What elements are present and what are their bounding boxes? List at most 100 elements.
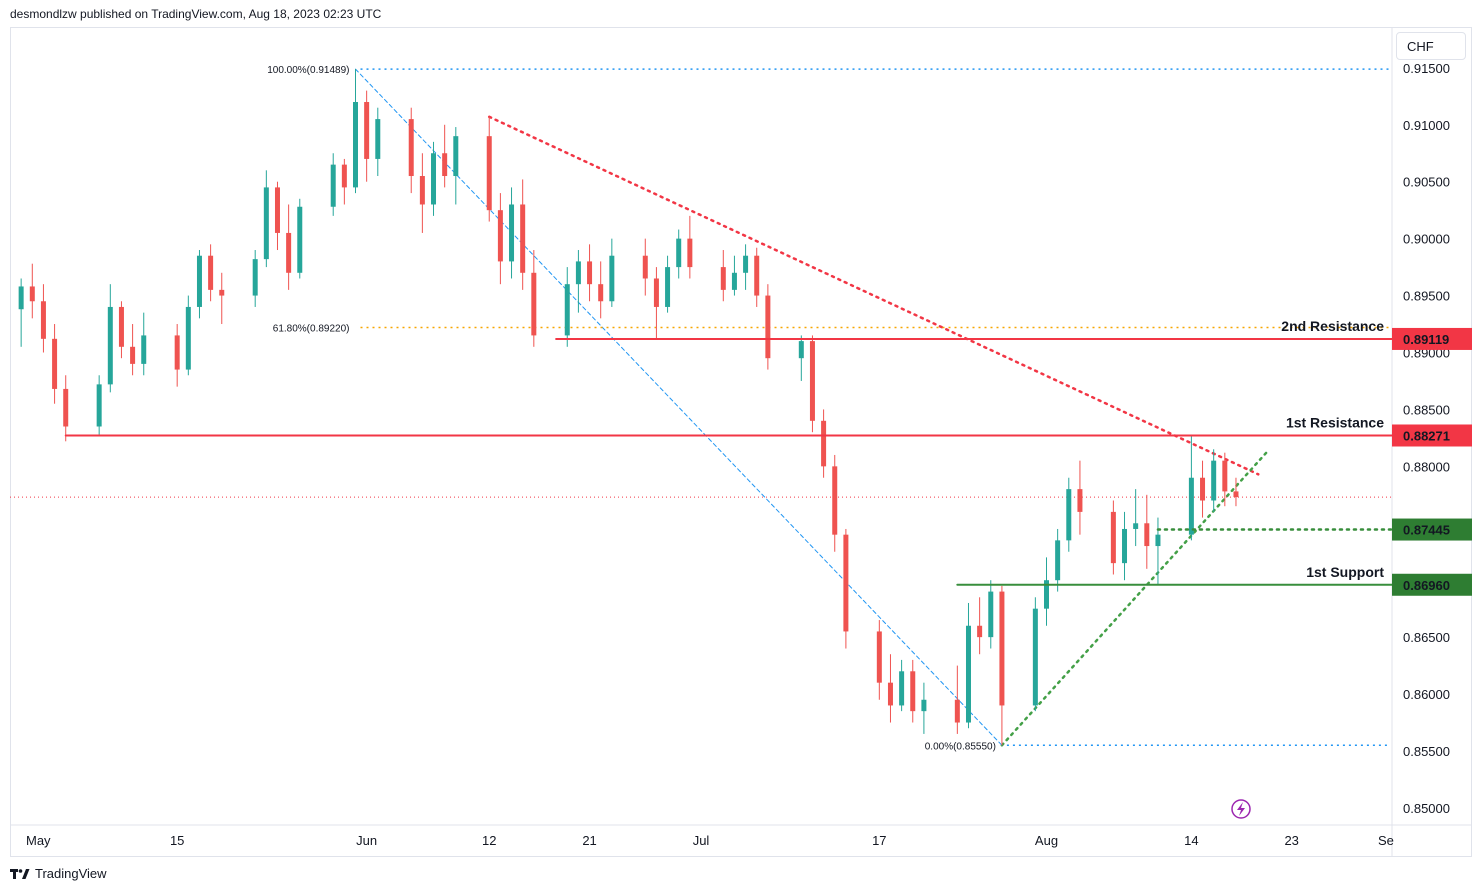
candle-body — [18, 286, 24, 310]
candle-body — [653, 278, 659, 307]
candle — [1077, 460, 1083, 535]
candle — [687, 215, 693, 279]
price-tag-label: 0.87445 — [1403, 523, 1450, 538]
candle-body — [832, 466, 838, 535]
candle-body — [910, 671, 916, 712]
candle-body — [531, 272, 537, 336]
candle — [1188, 435, 1194, 541]
candle-body — [419, 176, 425, 205]
candle-body — [977, 625, 983, 638]
resistance-trendline — [487, 115, 1260, 476]
candle-body — [1032, 608, 1038, 706]
candle-body — [642, 255, 648, 279]
candle — [96, 375, 102, 435]
candle-body — [286, 232, 292, 273]
x-tick-label: May — [26, 833, 51, 848]
candle-body — [453, 136, 459, 177]
candle-body — [219, 289, 225, 296]
candle-body — [1222, 460, 1228, 492]
candle-body — [887, 682, 893, 706]
y-tick-label: 0.85000 — [1403, 801, 1450, 816]
candle — [743, 244, 749, 290]
candle-body — [921, 699, 927, 712]
candle-body — [999, 591, 1005, 706]
x-tick-label: 17 — [872, 833, 886, 848]
candle-body — [876, 631, 882, 683]
candle-body — [754, 255, 760, 296]
candle — [252, 250, 258, 307]
candle — [609, 238, 615, 307]
candle-body — [598, 284, 604, 302]
y-tick-label: 0.90000 — [1403, 232, 1450, 247]
y-tick-label: 0.91500 — [1403, 61, 1450, 76]
candle — [118, 301, 124, 359]
candle — [1144, 494, 1150, 569]
candle-body — [1211, 460, 1217, 501]
candle-body — [375, 119, 381, 159]
x-tick-label: 23 — [1284, 833, 1298, 848]
candle — [832, 454, 838, 552]
candle-body — [96, 384, 102, 427]
candle-body — [208, 255, 214, 290]
candle — [52, 324, 58, 404]
candle-body — [196, 255, 202, 307]
y-tick-label: 0.86000 — [1403, 687, 1450, 702]
candle — [40, 284, 46, 353]
candle-body — [353, 102, 358, 188]
candle-body — [341, 164, 347, 188]
candle — [1200, 460, 1206, 518]
lightning-icon[interactable] — [1231, 799, 1251, 819]
candle — [965, 602, 971, 729]
publish-header: desmondlzw published on TradingView.com,… — [10, 7, 382, 21]
candle-body — [1122, 528, 1128, 564]
candle-body — [954, 699, 960, 723]
price-tag-label: 0.89119 — [1403, 332, 1449, 347]
candle — [330, 153, 336, 216]
candle-body — [798, 341, 804, 359]
price-tag — [1392, 518, 1472, 541]
candle-body — [575, 261, 581, 285]
candle-body — [1200, 477, 1206, 501]
candle — [274, 181, 280, 251]
candle — [107, 284, 113, 393]
candle — [520, 179, 526, 290]
candle — [29, 263, 35, 319]
y-tick-label: 0.89500 — [1403, 289, 1450, 304]
candle — [130, 324, 136, 376]
candle-body — [486, 136, 492, 211]
lightning-icon-circle — [1231, 799, 1251, 819]
candle-body — [40, 301, 46, 339]
candle — [408, 107, 414, 194]
candle-body — [408, 119, 414, 177]
currency-button[interactable]: CHF — [1396, 32, 1466, 60]
candle-body — [130, 346, 136, 364]
fib-level-label: 100.00%(0.91489) — [267, 65, 349, 76]
candle — [887, 654, 893, 723]
x-tick-label: 14 — [1184, 833, 1198, 848]
candle — [431, 141, 437, 216]
candle — [720, 250, 726, 302]
candle — [1044, 557, 1049, 626]
candle — [263, 170, 269, 268]
candle-body — [809, 341, 815, 421]
candle-body — [174, 335, 180, 370]
level-name: 2nd Resistance — [1281, 318, 1384, 334]
candle-body — [1233, 491, 1239, 498]
candle-body — [1066, 489, 1072, 541]
candle — [1233, 477, 1239, 507]
candle-body — [364, 102, 370, 159]
candle-body — [263, 187, 269, 260]
candle — [509, 187, 515, 279]
candle — [798, 335, 804, 381]
candle — [899, 659, 905, 712]
price-tag-label: 0.88271 — [1403, 428, 1450, 443]
candle — [1211, 449, 1217, 512]
candle-body — [843, 534, 849, 632]
candle — [141, 312, 147, 376]
candle — [665, 255, 671, 313]
price-tag — [1392, 573, 1472, 596]
y-tick-label: 0.88500 — [1403, 402, 1450, 417]
candle-body — [52, 338, 58, 389]
candle-body — [431, 153, 437, 205]
